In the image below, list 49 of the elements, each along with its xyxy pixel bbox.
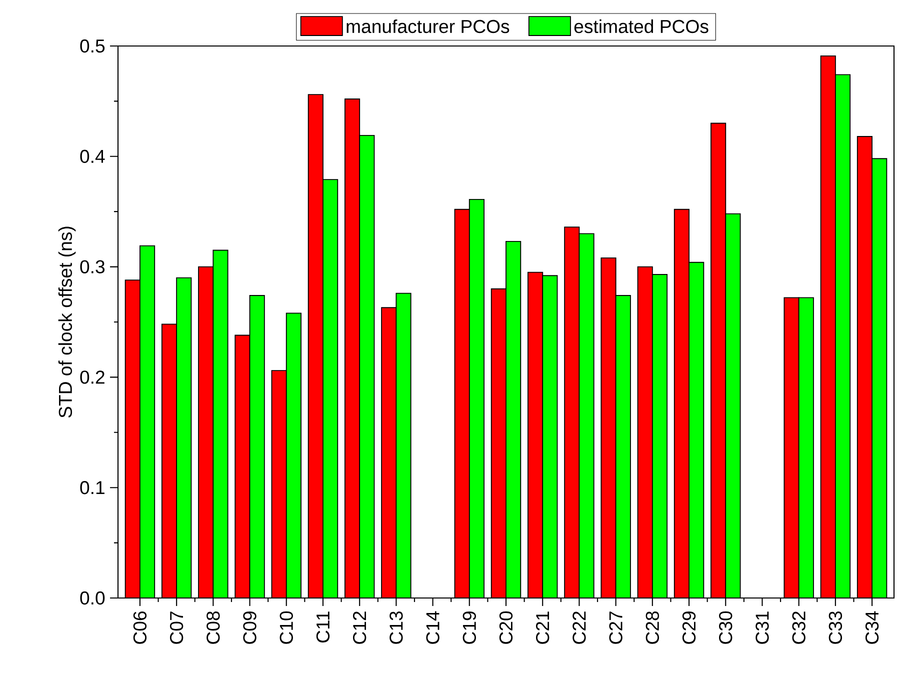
bar — [322, 179, 338, 598]
bar — [834, 74, 851, 598]
x-tick-label: C28 — [646, 611, 660, 644]
y-tick-label: 0.0 — [80, 591, 105, 605]
y-tick-label: 0.2 — [80, 370, 104, 384]
bar — [249, 295, 265, 598]
x-tick-label: C29 — [682, 612, 696, 644]
x-tick-label: C11 — [316, 612, 330, 642]
x-tick-label: C06 — [133, 611, 147, 644]
x-tick-label: C09 — [243, 612, 256, 644]
x-tick-label: C22 — [572, 612, 586, 644]
x-tick-label: C10 — [280, 611, 293, 644]
y-tick-label: 0.3 — [80, 260, 105, 274]
bar — [542, 275, 558, 598]
x-tick-label: C31 — [756, 612, 769, 644]
y-axis-title: STD of clock offset (ns) — [58, 226, 76, 418]
bar — [688, 262, 704, 598]
bar — [872, 158, 888, 598]
bar — [212, 250, 228, 598]
x-tick-label: C20 — [499, 611, 513, 644]
bar — [396, 292, 412, 598]
x-tick-label: C12 — [352, 612, 366, 644]
x-tick-label: C27 — [609, 612, 622, 644]
y-tick-label: 0.1 — [80, 481, 104, 494]
legend-label: manufacturer PCOs — [346, 19, 510, 34]
bar — [359, 134, 375, 598]
x-tick-label: C19 — [462, 612, 476, 644]
x-tick-label: C13 — [390, 611, 403, 644]
x-tick-label: C07 — [170, 612, 184, 644]
y-tick-label: 0.5 — [80, 39, 105, 53]
legend-label: estimated PCOs — [574, 19, 708, 34]
bar — [652, 274, 668, 598]
x-tick-label: C34 — [865, 611, 879, 644]
bar — [798, 297, 814, 598]
bar — [286, 312, 302, 598]
x-tick-label: C14 — [426, 611, 440, 644]
x-tick-label: C32 — [792, 612, 806, 644]
bar — [506, 240, 522, 598]
x-tick-label: C08 — [206, 611, 220, 644]
bar — [468, 198, 485, 598]
bar — [176, 277, 192, 598]
x-tick-label: C30 — [719, 611, 732, 644]
x-tick-label: C21 — [536, 612, 550, 644]
bar — [578, 233, 594, 598]
bar — [140, 245, 156, 598]
x-tick-label: C33 — [828, 611, 842, 644]
bar — [615, 295, 631, 598]
y-tick-label: 0.4 — [80, 150, 105, 163]
bar — [725, 213, 741, 598]
